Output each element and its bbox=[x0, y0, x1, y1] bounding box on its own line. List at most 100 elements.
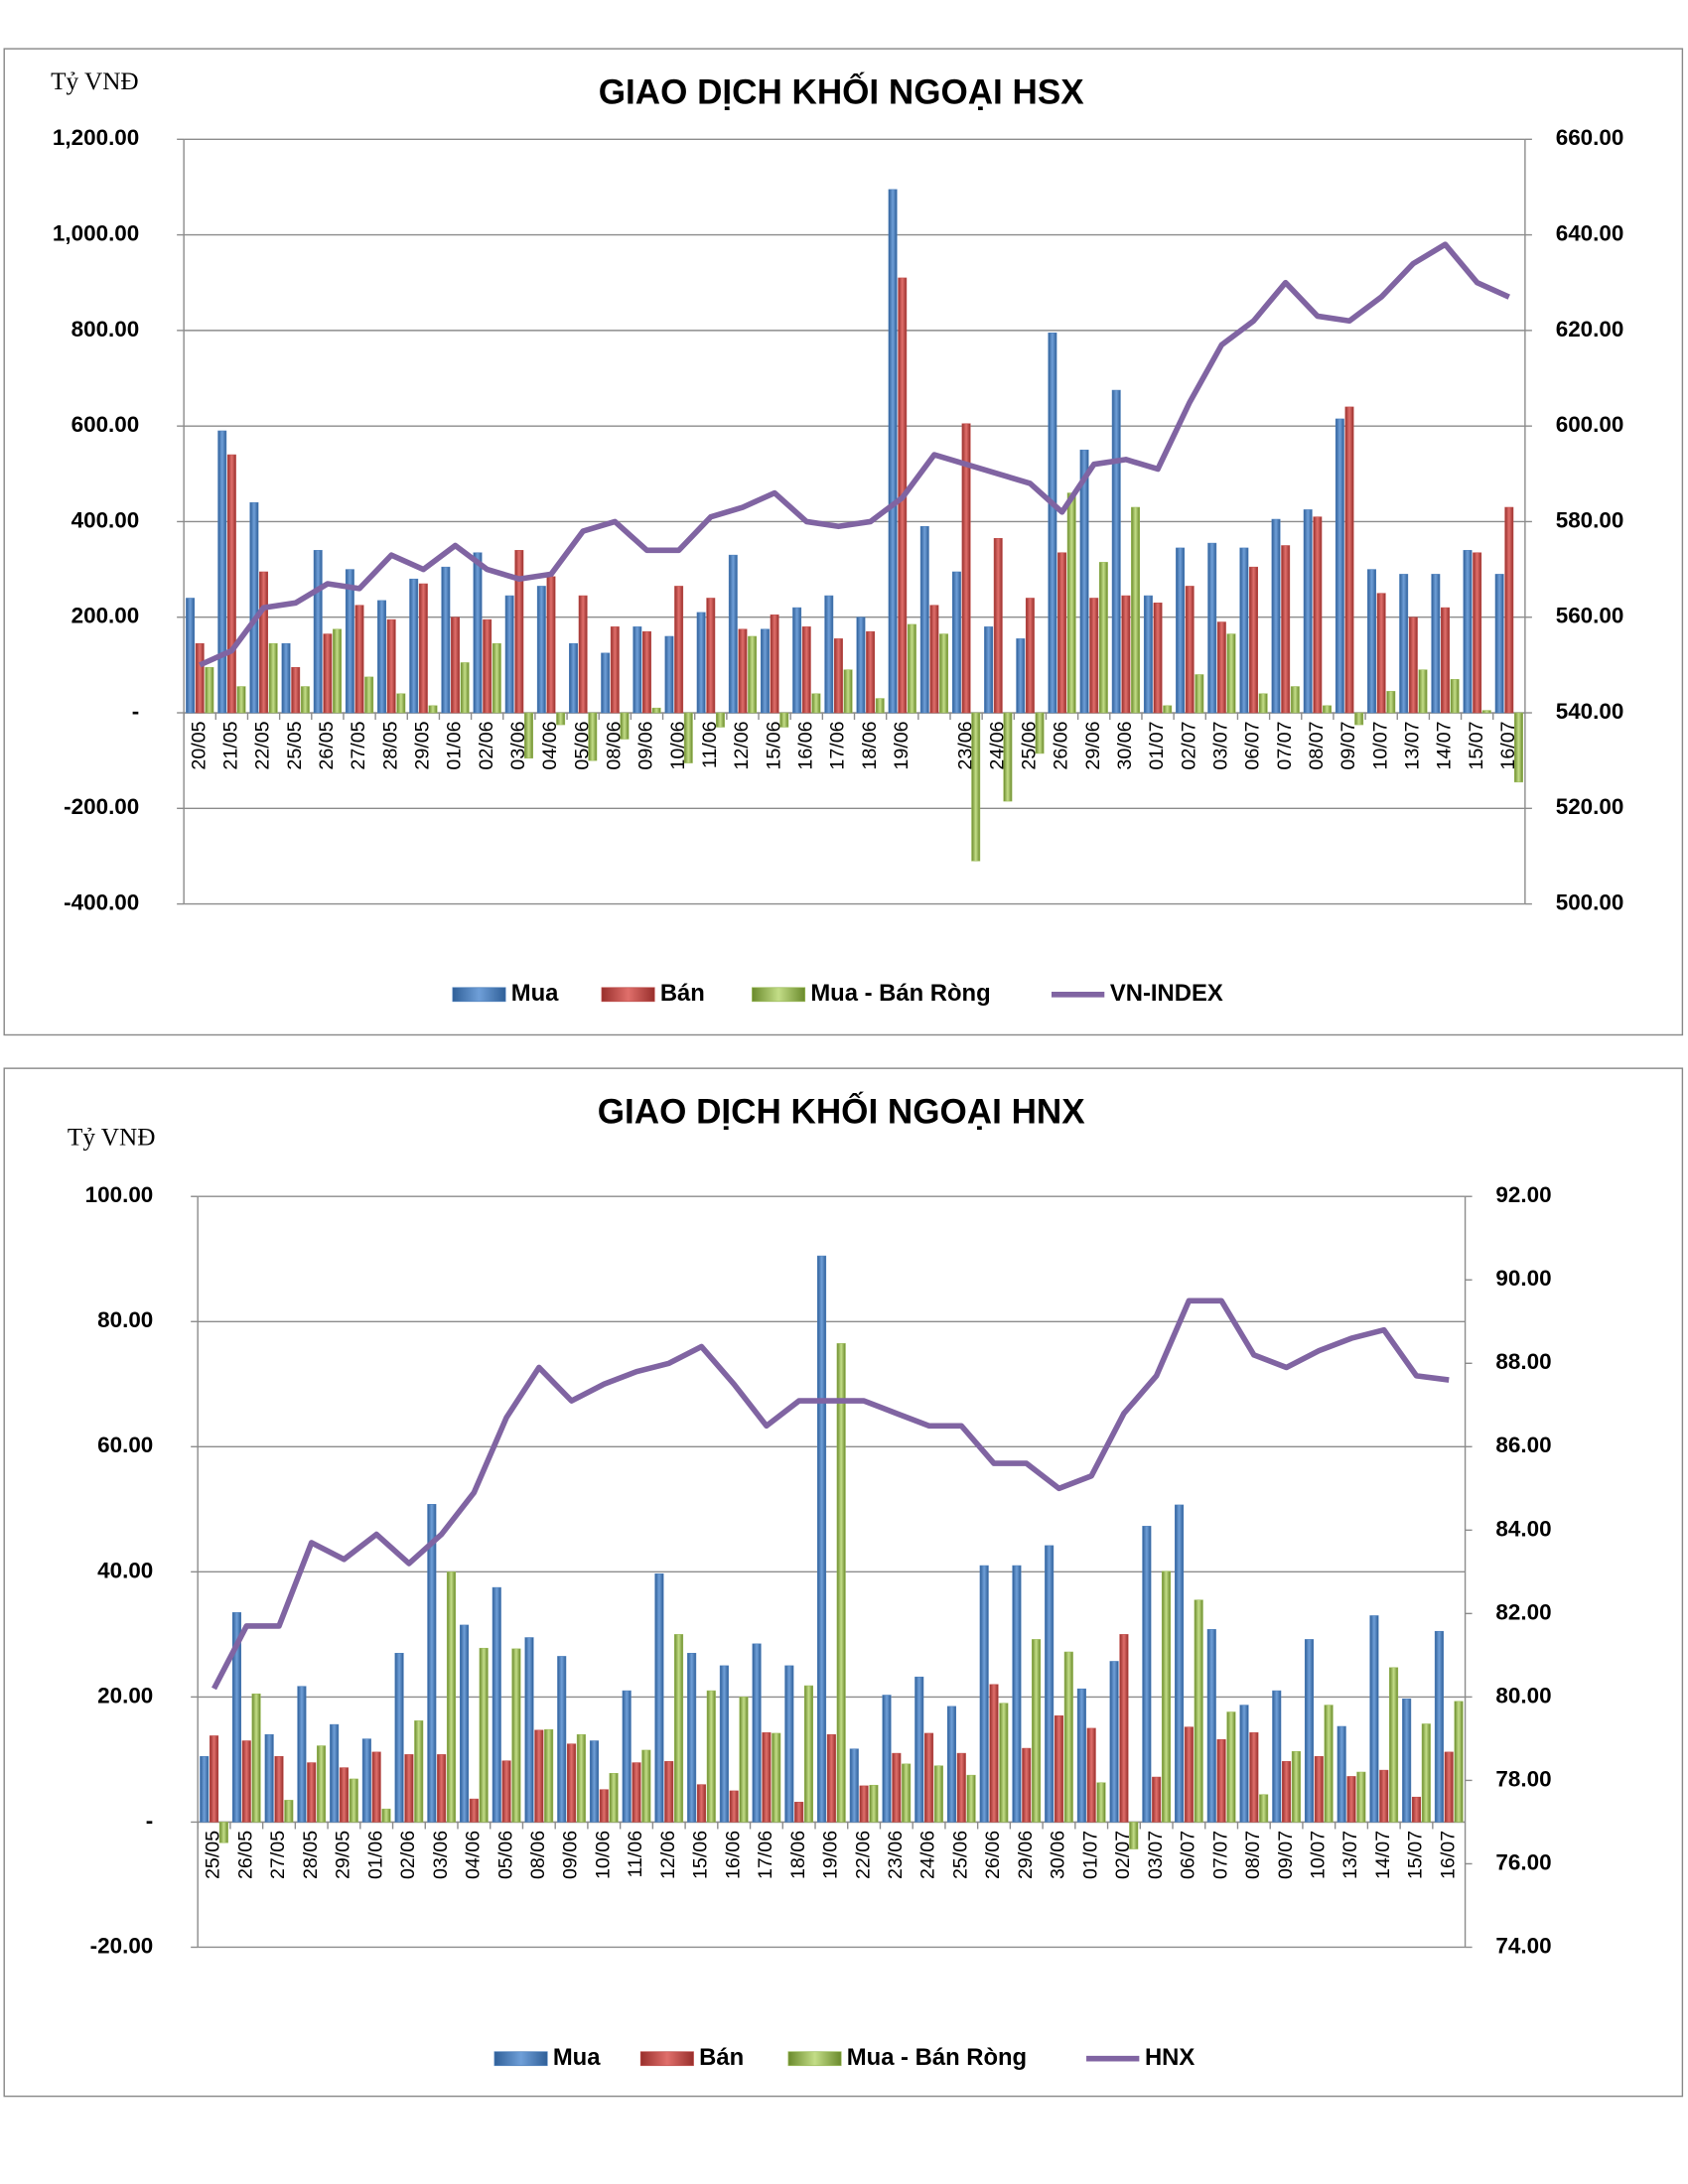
y-tick-label: 40.00 bbox=[97, 1558, 153, 1582]
bar bbox=[770, 614, 779, 714]
x-tick-label: 10/06 bbox=[592, 1831, 614, 1879]
x-tick-label: 29/05 bbox=[333, 1831, 354, 1879]
bar bbox=[706, 1690, 716, 1823]
bar bbox=[427, 1504, 437, 1823]
bar bbox=[556, 712, 566, 726]
bar bbox=[1271, 518, 1281, 714]
y2-tick-label: 92.00 bbox=[1495, 1182, 1551, 1207]
bar bbox=[1035, 712, 1045, 754]
bar bbox=[866, 630, 876, 714]
bar bbox=[1324, 1705, 1334, 1823]
bar bbox=[268, 642, 278, 714]
bar bbox=[989, 1684, 999, 1823]
x-tick-label: 28/05 bbox=[379, 721, 401, 769]
x-tick-label: 16/06 bbox=[794, 721, 816, 769]
bar bbox=[1086, 1727, 1096, 1823]
bar bbox=[307, 1762, 317, 1823]
bar bbox=[557, 1656, 567, 1823]
bar bbox=[195, 642, 205, 714]
bar bbox=[576, 1733, 586, 1823]
bar bbox=[1421, 1723, 1431, 1823]
bar bbox=[956, 1752, 966, 1823]
y2-tick-label: 82.00 bbox=[1495, 1599, 1551, 1624]
x-tick-label: 15/06 bbox=[763, 721, 784, 769]
legend-swatch bbox=[493, 2051, 548, 2067]
x-tick-label: 27/05 bbox=[348, 721, 369, 769]
bar bbox=[687, 1653, 697, 1823]
x-tick-label: 16/07 bbox=[1437, 1831, 1459, 1879]
chart-frame bbox=[3, 1067, 1684, 2098]
bar bbox=[1304, 1639, 1315, 1823]
bar bbox=[1207, 542, 1217, 714]
legend-label: Mua bbox=[511, 980, 559, 1007]
bar bbox=[622, 1690, 632, 1823]
bar bbox=[633, 626, 642, 714]
bar bbox=[511, 1648, 521, 1823]
bar bbox=[1239, 547, 1249, 714]
bar bbox=[1175, 1504, 1185, 1823]
bar bbox=[501, 1760, 511, 1823]
bar bbox=[1022, 1747, 1032, 1823]
x-tick-label: 01/07 bbox=[1079, 1831, 1101, 1879]
x-tick-label: 03/06 bbox=[430, 1831, 452, 1879]
bar bbox=[200, 1755, 210, 1823]
x-tick-label: 26/06 bbox=[1051, 721, 1072, 769]
bar bbox=[610, 626, 620, 714]
x-tick-label: 04/06 bbox=[463, 1831, 485, 1879]
x-tick-label: 07/07 bbox=[1274, 721, 1296, 769]
bar bbox=[483, 618, 492, 714]
bar bbox=[1494, 574, 1504, 714]
x-tick-label: 07/07 bbox=[1209, 1831, 1231, 1879]
bar bbox=[186, 598, 196, 714]
legend-swatch bbox=[639, 2051, 694, 2067]
bar bbox=[696, 612, 706, 714]
x-tick-label: 25/06 bbox=[949, 1831, 971, 1879]
bar bbox=[1176, 547, 1186, 714]
bar bbox=[1444, 1751, 1454, 1823]
x-tick-label: 05/06 bbox=[571, 721, 593, 769]
x-tick-label: 18/06 bbox=[787, 1831, 809, 1879]
bar bbox=[1356, 1771, 1366, 1823]
bar bbox=[1153, 603, 1163, 714]
bar bbox=[259, 571, 269, 714]
bar bbox=[882, 1695, 892, 1823]
x-tick-label: 29/06 bbox=[1082, 721, 1104, 769]
bar bbox=[762, 1732, 772, 1823]
bar bbox=[826, 1733, 836, 1823]
x-tick-label: 10/07 bbox=[1369, 721, 1391, 769]
y2-tick-label: 560.00 bbox=[1556, 604, 1624, 628]
x-tick-label: 26/05 bbox=[234, 1831, 256, 1879]
bar bbox=[1323, 705, 1332, 714]
y-tick-label: -20.00 bbox=[90, 1933, 154, 1958]
x-tick-label: 01/07 bbox=[1146, 721, 1168, 769]
bar bbox=[460, 1624, 470, 1823]
bar bbox=[361, 1738, 371, 1823]
x-tick-label: 05/06 bbox=[494, 1831, 516, 1879]
x-tick-label: 15/06 bbox=[690, 1831, 712, 1879]
bar bbox=[654, 1572, 664, 1823]
bar bbox=[504, 595, 514, 714]
bar bbox=[567, 1743, 577, 1823]
x-tick-label: 22/05 bbox=[252, 721, 274, 769]
y2-tick-label: 660.00 bbox=[1556, 125, 1624, 150]
bar bbox=[386, 618, 396, 714]
bar bbox=[1109, 1661, 1119, 1823]
bar bbox=[1152, 1776, 1162, 1823]
bar bbox=[1012, 1565, 1022, 1823]
bar bbox=[859, 1785, 869, 1823]
y-tick-label: 80.00 bbox=[97, 1307, 153, 1332]
line bbox=[199, 241, 1510, 668]
x-tick-label: 09/07 bbox=[1337, 721, 1359, 769]
bar bbox=[274, 1755, 284, 1823]
bar bbox=[939, 633, 949, 714]
x-tick-label: 06/07 bbox=[1178, 1831, 1199, 1879]
bar bbox=[291, 667, 301, 714]
y2-tick-label: 84.00 bbox=[1495, 1516, 1551, 1541]
bar bbox=[683, 712, 693, 763]
bar bbox=[1121, 595, 1131, 714]
bar bbox=[642, 630, 651, 714]
bar bbox=[251, 1693, 261, 1823]
bar bbox=[803, 1685, 814, 1823]
bar bbox=[632, 1762, 641, 1823]
bar bbox=[546, 576, 556, 714]
